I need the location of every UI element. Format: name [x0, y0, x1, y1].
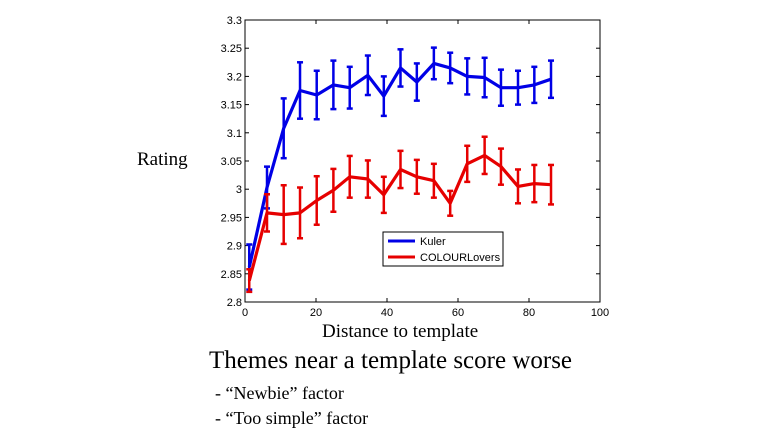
y-axis-label: Rating	[137, 149, 188, 170]
slide-caption: Themes near a template score worse	[209, 347, 573, 374]
x-tick-label: 80	[523, 307, 535, 319]
x-tick-label: 20	[310, 307, 322, 319]
x-tick-label: 0	[242, 307, 248, 319]
bullet-newbie: - “Newbie” factor	[215, 383, 344, 403]
y-tick-label: 2.9	[227, 241, 242, 253]
x-axis-label: Distance to template	[322, 321, 479, 342]
y-tick-label: 2.95	[221, 212, 242, 224]
y-tick-label: 2.8	[227, 297, 242, 309]
x-tick-label: 40	[381, 307, 393, 319]
y-tick-label: 3.1	[227, 128, 242, 140]
y-tick-label: 2.85	[221, 269, 242, 281]
y-tick-label: 3.2	[227, 71, 242, 83]
legend-box	[382, 231, 504, 267]
legend-label-colourlovers: COLOURLovers	[420, 252, 501, 264]
x-tick-label: 100	[591, 307, 609, 319]
legend-label-kuler: Kuler	[420, 236, 446, 248]
kuler-series-line	[247, 61, 552, 268]
y-tick-label: 3	[236, 184, 242, 196]
bullet-list: - “Newbie” factor - “Too simple” factor	[215, 381, 368, 431]
y-tick-label: 3.15	[221, 100, 242, 112]
y-tick-label: 3.25	[221, 43, 242, 55]
bullet-too-simple: - “Too simple” factor	[215, 408, 369, 428]
y-tick-label: 3.05	[221, 156, 242, 168]
x-tick-label: 60	[452, 307, 464, 319]
y-tick-label: 3.3	[227, 15, 242, 27]
colourlovers-series-line	[247, 153, 552, 282]
